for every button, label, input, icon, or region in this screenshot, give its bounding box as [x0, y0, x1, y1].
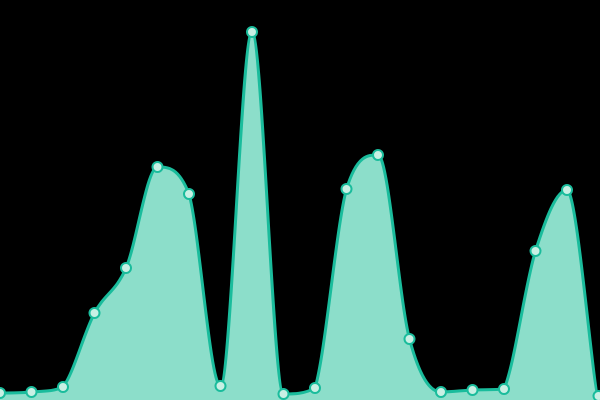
data-point-marker[interactable] — [529, 245, 542, 257]
data-point-marker[interactable] — [25, 386, 38, 398]
data-point-markers — [0, 26, 600, 400]
data-point-marker[interactable] — [183, 188, 195, 200]
data-point-marker[interactable] — [498, 383, 510, 395]
data-point-marker[interactable] — [0, 387, 6, 399]
area-fill-path — [0, 32, 599, 400]
data-point-marker[interactable] — [151, 161, 164, 173]
data-point-marker[interactable] — [277, 388, 290, 400]
data-point-marker[interactable] — [57, 381, 69, 393]
data-point-marker[interactable] — [88, 307, 101, 319]
data-point-marker[interactable] — [403, 333, 416, 345]
data-point-marker[interactable] — [466, 384, 479, 396]
data-point-marker[interactable] — [592, 390, 600, 400]
data-point-marker[interactable] — [214, 380, 227, 392]
data-point-marker[interactable] — [246, 26, 258, 38]
data-point-marker[interactable] — [435, 386, 447, 398]
data-point-marker[interactable] — [561, 184, 573, 196]
data-point-marker[interactable] — [120, 262, 132, 274]
data-point-marker[interactable] — [340, 183, 353, 195]
data-point-marker[interactable] — [309, 382, 321, 394]
data-point-marker[interactable] — [372, 149, 384, 161]
